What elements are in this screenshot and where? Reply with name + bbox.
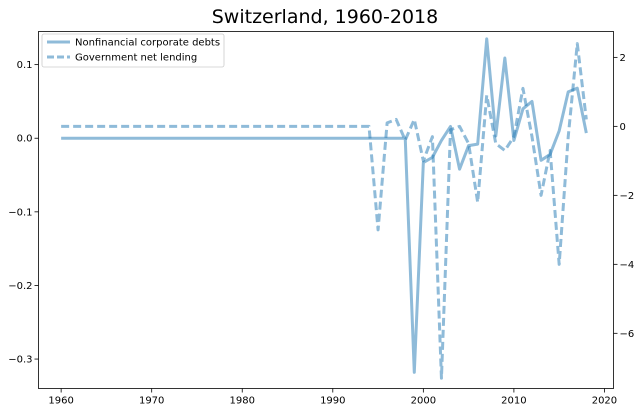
left-y-axis-ticks: 0.1 0.0 −0.1 −0.2 −0.3 xyxy=(8,60,39,366)
right-y-tick-label: −4 xyxy=(620,260,635,271)
left-y-tick-label: 0.0 xyxy=(17,134,33,145)
right-y-tick-label: −2 xyxy=(620,191,635,202)
nonfinancial-corporate-debts-line xyxy=(61,37,588,374)
chart-title: Switzerland, 1960-2018 xyxy=(212,6,438,28)
x-tick-label: 1990 xyxy=(320,396,345,407)
legend-box xyxy=(41,33,225,68)
x-tick-label: 2010 xyxy=(501,396,526,407)
left-y-tick-label: −0.1 xyxy=(8,207,32,218)
plot-area-frame xyxy=(38,31,614,389)
left-y-tick-label: −0.2 xyxy=(8,281,32,292)
x-tick-label: 1970 xyxy=(139,396,164,407)
legend: Nonfinancial corporate debts Government … xyxy=(41,33,225,68)
x-tick-label: 1960 xyxy=(48,396,73,407)
government-net-lending-line xyxy=(61,42,588,380)
right-y-axis-ticks: 2 0 −2 −4 −6 xyxy=(613,53,635,340)
right-y-tick-label: −6 xyxy=(620,329,635,340)
x-axis-ticks: 1960 1970 1980 1990 2000 2010 2020 xyxy=(48,388,617,407)
x-tick-label: 2020 xyxy=(592,396,617,407)
right-y-tick-label: 2 xyxy=(620,53,626,64)
x-tick-label: 2000 xyxy=(411,396,436,407)
legend-label-nonfinancial-corporate-debts: Nonfinancial corporate debts xyxy=(75,38,220,49)
series-lines xyxy=(61,37,588,380)
right-y-tick-label: 0 xyxy=(620,122,626,133)
left-y-tick-label: −0.3 xyxy=(8,355,32,366)
left-y-tick-label: 0.1 xyxy=(17,60,33,71)
legend-label-government-net-lending: Government net lending xyxy=(75,53,197,64)
x-tick-label: 1980 xyxy=(230,396,255,407)
